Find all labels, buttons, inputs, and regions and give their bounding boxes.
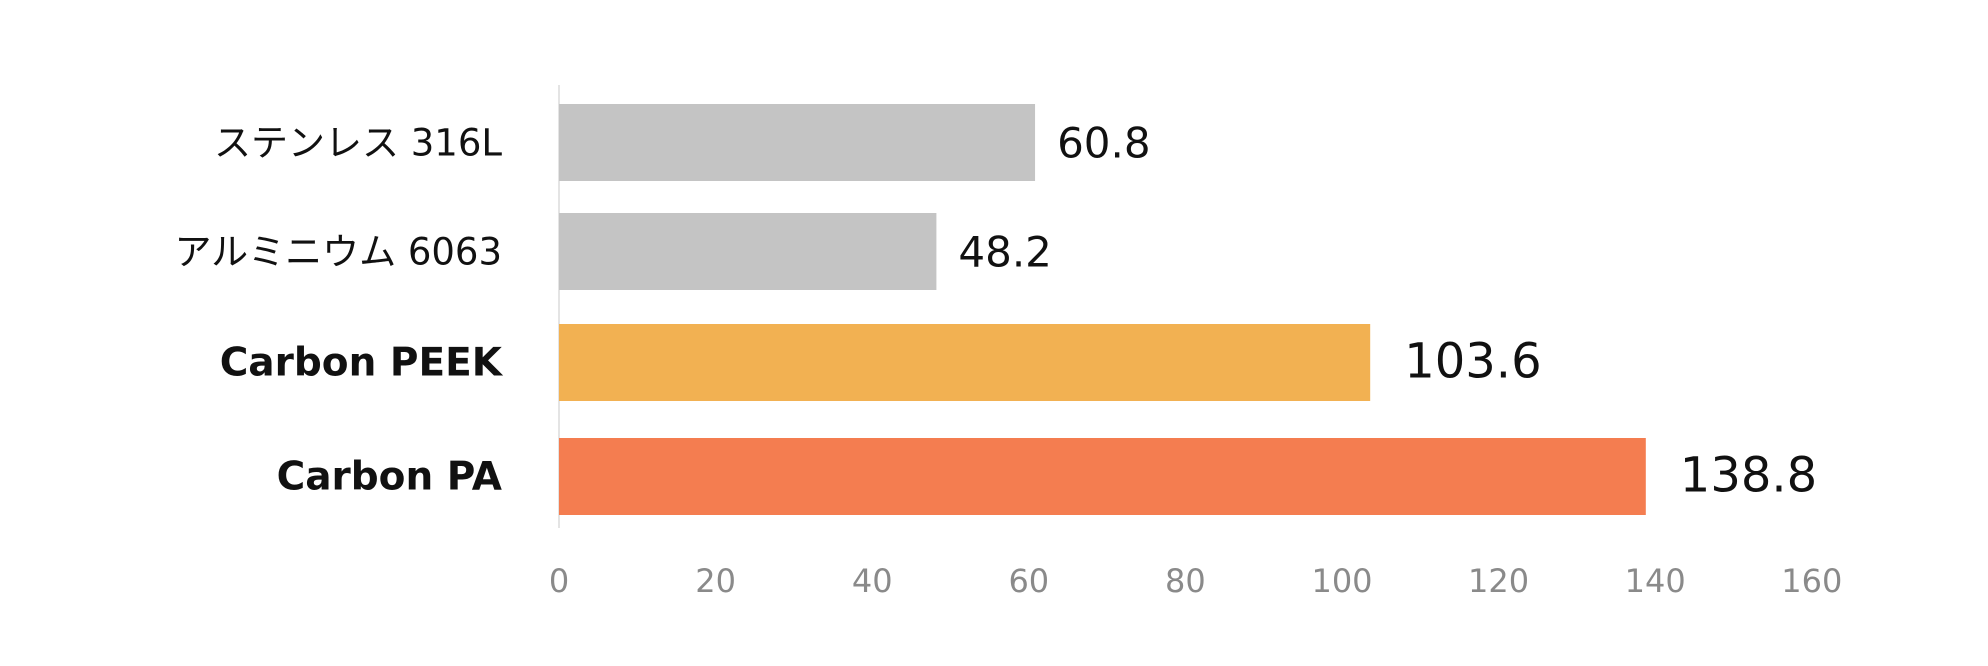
bars-group: [559, 104, 1646, 515]
x-tick-label-6: 120: [1468, 562, 1529, 600]
x-tick-label-7: 140: [1625, 562, 1686, 600]
x-tick-label-8: 160: [1781, 562, 1842, 600]
bar-1: [559, 213, 937, 290]
category-labels-group: ステンレス 316L アルミニウム 6063 Carbon PEEK Carbon P…: [174, 122, 503, 500]
value-label-3: 138.8: [1680, 448, 1817, 504]
bar-0: [559, 104, 1036, 181]
x-tick-label-0: 0: [549, 562, 569, 600]
value-labels-group: 60.8 48.2 103.6 138.8: [958, 119, 1817, 504]
value-label-1: 48.2: [958, 228, 1052, 277]
x-tick-label-4: 80: [1165, 562, 1206, 600]
category-label-2: Carbon PEEK: [220, 341, 504, 386]
category-label-1: アルミニウム 6063: [174, 231, 502, 274]
x-tick-label-1: 20: [695, 562, 736, 600]
x-tick-labels-group: 0 20 40 60 80 100 120 140 160: [549, 562, 1843, 600]
x-tick-label-5: 100: [1311, 562, 1372, 600]
category-label-3: Carbon PA: [277, 455, 502, 500]
category-label-0: ステンレス 316L: [214, 122, 502, 165]
value-label-0: 60.8: [1057, 119, 1151, 168]
x-tick-label-3: 60: [1008, 562, 1049, 600]
bar-2: [559, 324, 1371, 401]
x-tick-label-2: 40: [852, 562, 893, 600]
value-label-2: 103.6: [1404, 334, 1541, 390]
bar-3: [559, 438, 1646, 515]
